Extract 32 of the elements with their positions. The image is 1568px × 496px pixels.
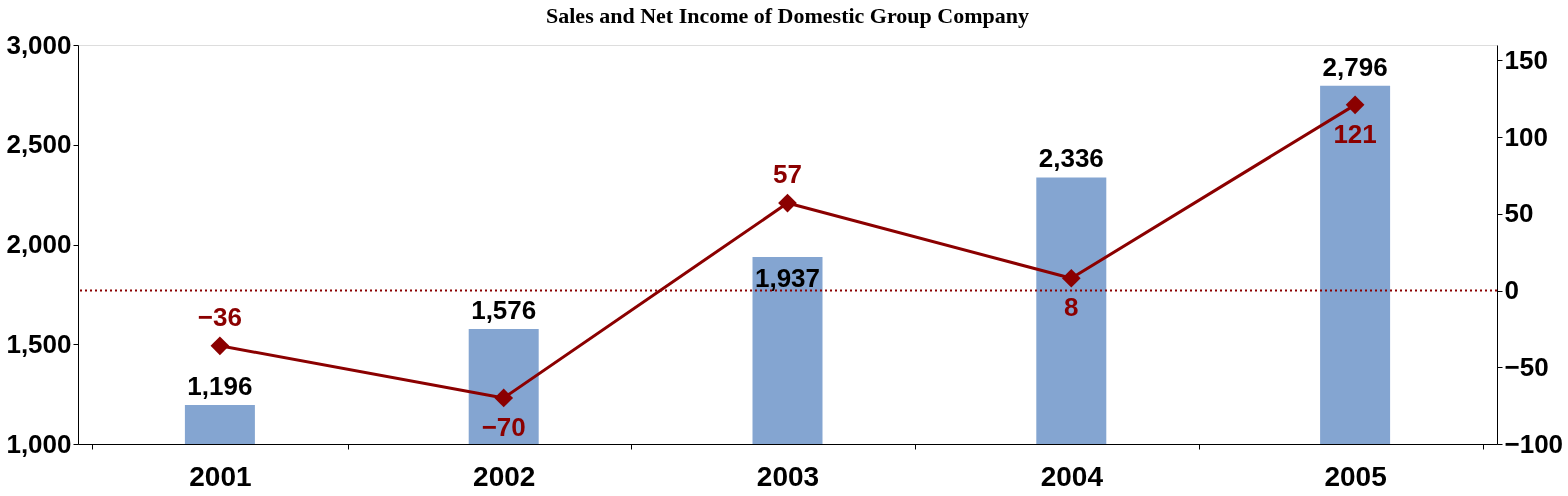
y-tick-label: 1,500 bbox=[6, 328, 72, 359]
point bbox=[494, 388, 514, 408]
x-tick-label: 2004 bbox=[1040, 460, 1104, 492]
y2-tick-label: 100 bbox=[1504, 121, 1548, 152]
data-label: 2,336 bbox=[1038, 143, 1104, 174]
data-label: 121 bbox=[1333, 118, 1377, 149]
y2-tick-label: 150 bbox=[1504, 44, 1548, 75]
chart-title: Sales and Net Income of Domestic Group Company bbox=[546, 3, 1029, 28]
point bbox=[1061, 268, 1081, 288]
y2-tick-label: −100 bbox=[1504, 428, 1564, 459]
point bbox=[778, 193, 797, 213]
y-tick-label: 2,000 bbox=[6, 229, 72, 259]
data-label: 1,937 bbox=[754, 263, 821, 294]
y2-tick-label: 0 bbox=[1504, 275, 1519, 306]
x-tick-label: 2001 bbox=[189, 460, 252, 492]
y-tick-label: 1,000 bbox=[6, 428, 72, 459]
x-tick-label: 2003 bbox=[756, 460, 820, 492]
y-tick-label: 2,500 bbox=[6, 129, 72, 160]
data-label: −36 bbox=[197, 301, 242, 332]
data-label: 1,196 bbox=[187, 370, 253, 401]
data-label: 57 bbox=[773, 159, 802, 190]
y2-tick-label: −50 bbox=[1504, 351, 1549, 382]
data-label: −70 bbox=[481, 411, 526, 442]
y2-tick-label: 50 bbox=[1504, 198, 1534, 229]
y-tick-label: 3,000 bbox=[6, 29, 72, 60]
data-label: 1,576 bbox=[471, 295, 537, 326]
point bbox=[1345, 95, 1365, 115]
point bbox=[210, 336, 230, 356]
data-label: 2,796 bbox=[1322, 51, 1388, 82]
data-label: 8 bbox=[1064, 292, 1079, 323]
x-tick-label: 2002 bbox=[473, 460, 536, 492]
x-tick-label: 2005 bbox=[1324, 460, 1387, 492]
